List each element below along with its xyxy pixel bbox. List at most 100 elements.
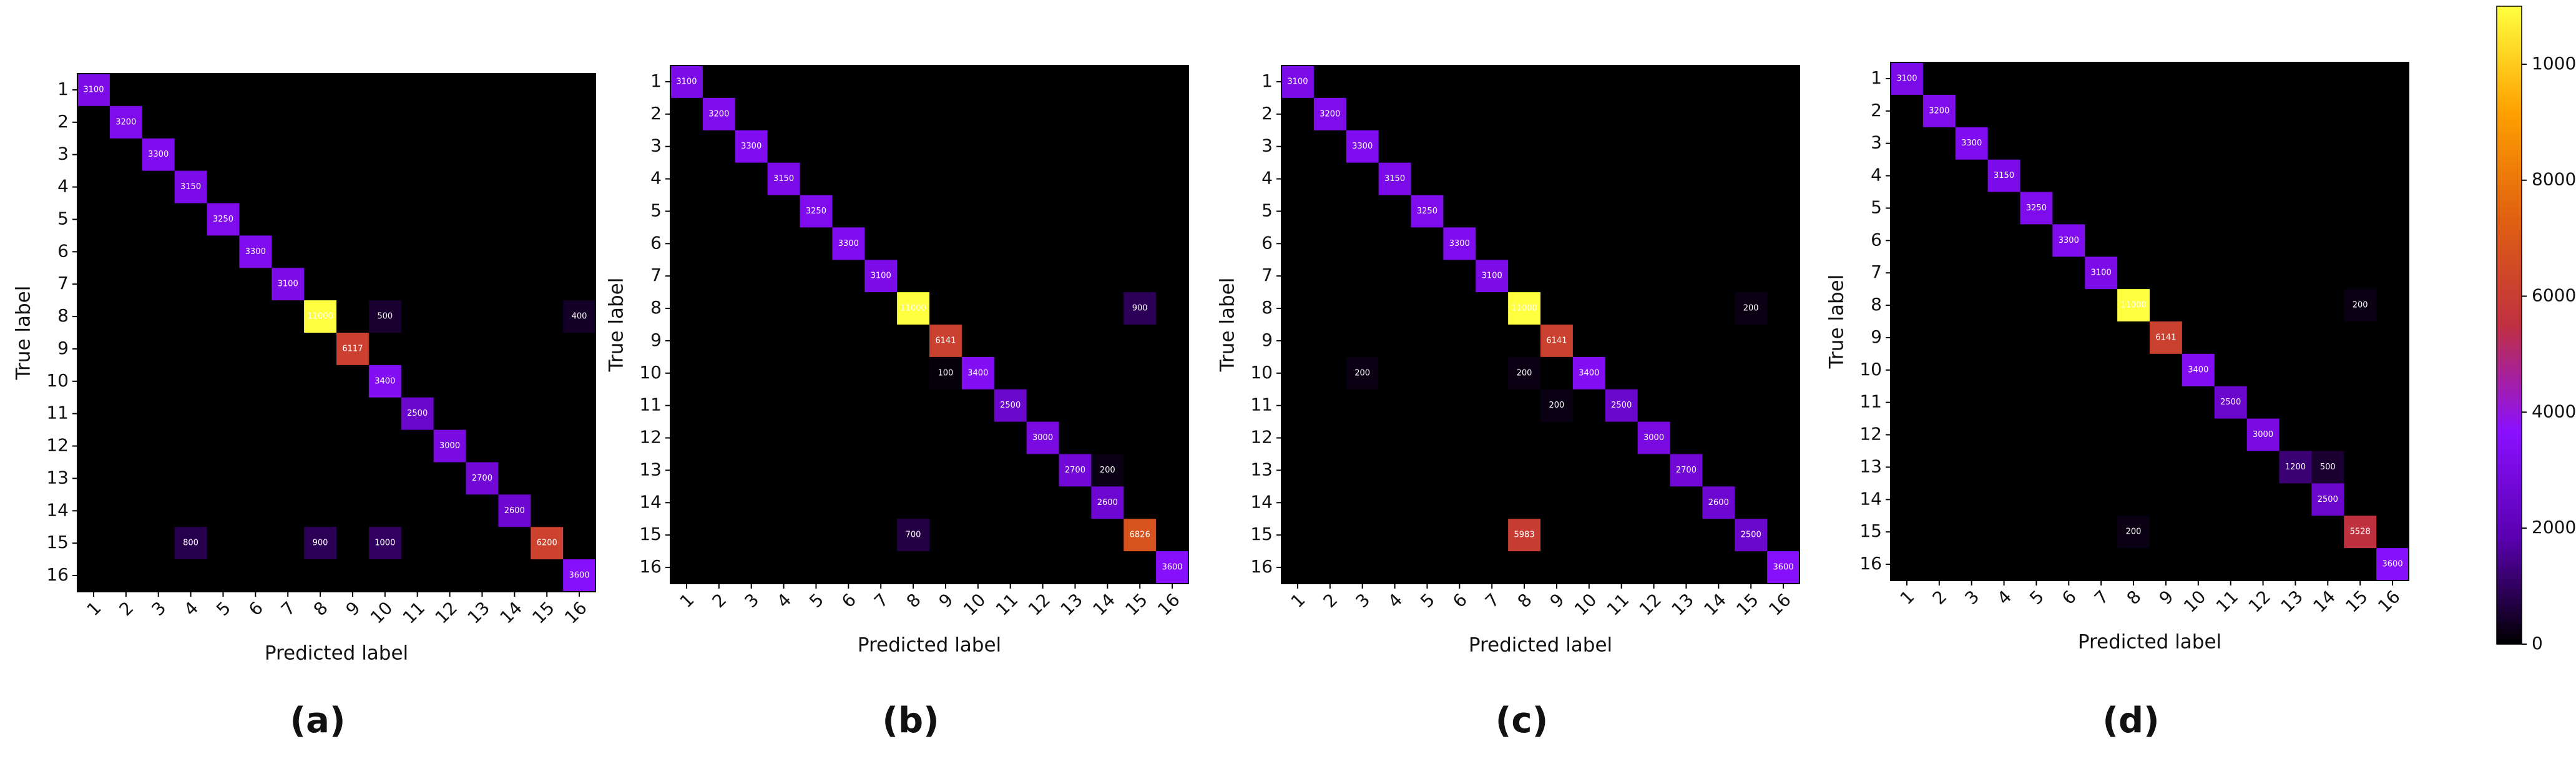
cell xyxy=(1922,192,1956,225)
cell xyxy=(2246,548,2280,581)
cell xyxy=(1987,257,2020,290)
y-tick-label: 7 xyxy=(1261,265,1273,285)
cell xyxy=(1313,162,1347,195)
y-tick-label: 6 xyxy=(1261,232,1273,253)
cell xyxy=(961,519,995,552)
cell xyxy=(1476,292,1509,325)
cell xyxy=(1378,325,1411,358)
cell xyxy=(1572,260,1606,293)
cell xyxy=(1313,356,1347,390)
cell-label: 3400 xyxy=(2188,365,2208,375)
y-axis-label: True label xyxy=(12,286,35,381)
cell xyxy=(2279,224,2312,257)
cell xyxy=(1540,66,1574,99)
y-tick-label: 4 xyxy=(1871,165,1882,185)
cell xyxy=(1637,454,1670,487)
cell xyxy=(1346,162,1379,195)
cell xyxy=(2182,192,2215,225)
cell xyxy=(1891,224,1924,257)
cell xyxy=(563,333,596,366)
cell-label: 5528 xyxy=(2350,527,2371,537)
cell xyxy=(767,486,800,519)
x-tick-label: 7 xyxy=(1481,589,1504,612)
cell xyxy=(2246,257,2280,290)
cell xyxy=(239,170,272,203)
cell xyxy=(1637,97,1670,131)
cell xyxy=(2117,289,2150,322)
y-tick-label: 12 xyxy=(1250,427,1273,448)
cell xyxy=(1443,325,1476,358)
cell xyxy=(2376,62,2409,95)
cell xyxy=(1767,486,1800,519)
cell-label: 2600 xyxy=(1097,498,1118,507)
cell xyxy=(1124,66,1157,99)
cell xyxy=(272,494,305,527)
cell xyxy=(498,105,531,139)
cell xyxy=(1156,551,1189,584)
cell xyxy=(800,260,833,293)
cell xyxy=(336,397,370,431)
cell xyxy=(239,300,272,333)
cell xyxy=(2052,289,2085,322)
cell xyxy=(1702,260,1735,293)
cell xyxy=(77,429,110,463)
cell-label: 3400 xyxy=(967,368,988,378)
cell xyxy=(1540,195,1574,228)
cell xyxy=(207,138,240,172)
cell xyxy=(1476,325,1509,358)
cell xyxy=(1059,292,1092,325)
cell xyxy=(1059,130,1092,164)
y-tick-label: 1 xyxy=(1871,67,1882,88)
cell xyxy=(2182,62,2215,95)
cell xyxy=(702,130,736,164)
cell xyxy=(2214,257,2248,290)
cell xyxy=(2279,548,2312,581)
cell xyxy=(207,203,240,236)
cell xyxy=(1508,260,1541,293)
y-tick-label: 16 xyxy=(639,556,662,577)
cell xyxy=(994,519,1027,552)
x-tick-label: 11 xyxy=(2212,586,2243,617)
cell xyxy=(401,203,434,236)
cell xyxy=(735,519,768,552)
cell xyxy=(368,494,402,527)
cell xyxy=(239,138,272,172)
cell xyxy=(2311,94,2344,128)
cell xyxy=(531,268,564,301)
y-tick-label: 13 xyxy=(46,467,69,487)
cell xyxy=(994,66,1027,99)
cell xyxy=(466,494,499,527)
cell xyxy=(1026,325,1059,358)
cell xyxy=(961,260,995,293)
cell xyxy=(433,365,466,398)
cell xyxy=(2020,353,2053,387)
cell xyxy=(1605,97,1638,131)
cell xyxy=(433,462,466,495)
cell xyxy=(2150,289,2183,322)
cell xyxy=(239,397,272,431)
cell xyxy=(2052,548,2085,581)
cell xyxy=(1156,66,1189,99)
cell xyxy=(1572,325,1606,358)
x-tick-label: 3 xyxy=(1961,586,1983,609)
cell xyxy=(2279,418,2312,451)
cell xyxy=(2150,386,2183,419)
cell xyxy=(864,292,898,325)
cell xyxy=(2020,418,2053,451)
cell xyxy=(2376,483,2409,516)
cell xyxy=(1540,421,1574,454)
cell xyxy=(2376,321,2409,355)
cell xyxy=(1891,94,1924,128)
y-tick-label: 1 xyxy=(57,79,69,99)
cell xyxy=(702,66,736,99)
cell xyxy=(174,300,207,333)
cell xyxy=(368,138,402,172)
y-tick-label: 5 xyxy=(1261,200,1273,220)
cell xyxy=(864,356,898,390)
cell xyxy=(1735,519,1768,552)
cell xyxy=(1026,66,1059,99)
x-tick-label: 16 xyxy=(1153,589,1184,620)
x-tick-label: 9 xyxy=(1546,589,1569,612)
x-tick-label: 13 xyxy=(2277,586,2308,617)
